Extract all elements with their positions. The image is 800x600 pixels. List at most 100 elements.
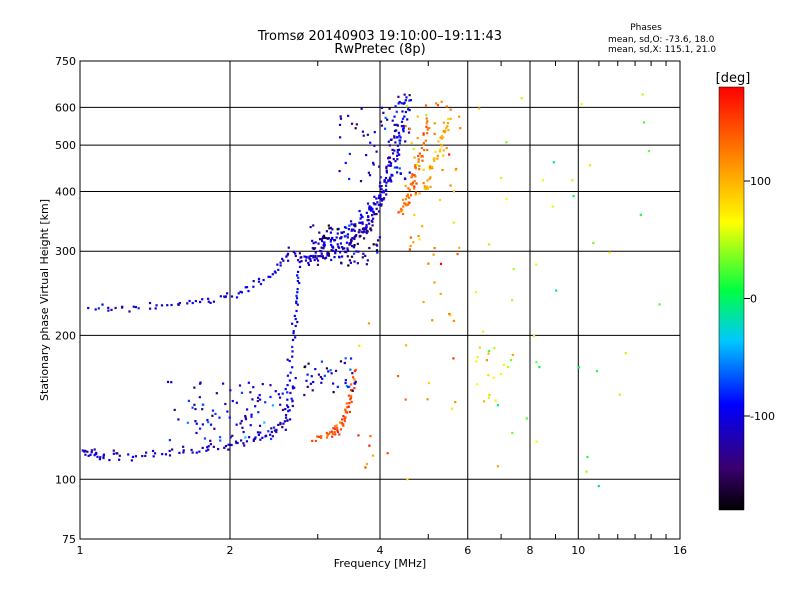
echo-point	[416, 136, 419, 140]
echo-point	[217, 447, 220, 451]
echo-point	[351, 237, 354, 240]
echo-point	[385, 193, 388, 196]
echo-point	[350, 394, 353, 398]
echo-point	[96, 455, 99, 458]
echo-point	[339, 136, 342, 139]
echo-point	[422, 300, 425, 304]
echo-point	[331, 228, 334, 231]
echo-point	[414, 175, 417, 178]
echo-point	[258, 398, 262, 401]
echo-point	[166, 380, 170, 384]
echo-point	[535, 440, 538, 443]
echo-point	[505, 197, 508, 200]
echo-point	[658, 303, 661, 306]
echo-point	[294, 317, 297, 321]
echo-point	[580, 103, 583, 106]
echo-point	[436, 154, 439, 157]
echo-point	[502, 363, 505, 366]
echo-point	[348, 224, 351, 227]
echo-point	[99, 456, 102, 459]
echo-point	[511, 353, 514, 357]
echo-point	[413, 174, 416, 177]
echo-point	[295, 300, 298, 303]
echo-point	[272, 426, 276, 429]
echo-point	[345, 402, 348, 405]
echo-point	[313, 258, 316, 262]
echo-point	[368, 174, 372, 177]
echo-point	[429, 185, 432, 188]
echo-point	[241, 426, 244, 429]
echo-point	[353, 236, 356, 239]
echo-point	[330, 249, 333, 252]
echo-point	[421, 155, 424, 158]
echo-point	[417, 154, 420, 158]
echo-point	[235, 423, 238, 426]
echo-point	[349, 357, 353, 360]
echo-point	[291, 404, 294, 408]
echo-point	[294, 254, 297, 258]
echo-point	[571, 179, 574, 182]
echo-point	[291, 400, 294, 403]
echo-point	[425, 117, 428, 120]
echo-point	[275, 428, 278, 431]
echo-point	[318, 238, 322, 241]
echo-point	[410, 141, 413, 145]
echo-point	[318, 254, 321, 258]
echo-point	[394, 105, 397, 108]
echo-point	[383, 180, 386, 183]
echo-point	[294, 252, 297, 255]
echo-point	[291, 345, 294, 349]
echo-point	[201, 403, 204, 406]
echo-point	[415, 182, 418, 185]
echo-point	[279, 423, 282, 426]
echo-point	[86, 450, 89, 453]
echo-point	[288, 409, 291, 412]
echo-point	[235, 401, 238, 404]
echo-point	[395, 154, 399, 157]
echo-point	[427, 262, 430, 265]
echo-point	[385, 165, 388, 168]
echo-point	[203, 437, 207, 440]
echo-point	[391, 152, 395, 155]
echo-point	[177, 303, 180, 306]
echo-point	[325, 436, 329, 439]
echo-point	[359, 234, 362, 238]
echo-point	[193, 386, 196, 389]
echo-point	[592, 241, 595, 245]
echo-point	[442, 136, 445, 139]
echo-point	[152, 455, 155, 458]
echo-point	[259, 282, 263, 286]
echo-point	[296, 287, 299, 291]
echo-point	[320, 252, 323, 255]
echo-point	[253, 437, 257, 440]
echo-point	[274, 390, 277, 393]
echo-point	[198, 300, 202, 304]
y-tick-label: 100	[55, 473, 76, 486]
echo-point	[340, 261, 343, 264]
echo-point	[597, 484, 600, 488]
echo-point	[334, 252, 337, 255]
echo-point	[426, 148, 429, 152]
echo-point	[431, 319, 434, 322]
echo-point	[294, 324, 297, 328]
echo-point	[282, 422, 285, 425]
echo-point	[409, 182, 412, 186]
echo-point	[535, 361, 538, 364]
echo-point	[334, 248, 338, 252]
echo-point	[304, 259, 308, 262]
echo-point	[414, 191, 417, 194]
echo-point	[386, 452, 389, 455]
echo-point	[327, 224, 330, 227]
echo-point	[382, 111, 385, 114]
echo-point	[449, 117, 452, 120]
echo-point	[385, 171, 389, 174]
echo-point	[487, 374, 490, 377]
echo-point	[371, 224, 374, 227]
echo-point	[333, 431, 336, 434]
echo-point	[218, 416, 221, 419]
echo-point	[214, 412, 217, 415]
echo-point	[437, 140, 440, 143]
echo-point	[402, 130, 405, 133]
echo-point	[118, 454, 121, 457]
echo-point	[102, 455, 105, 458]
